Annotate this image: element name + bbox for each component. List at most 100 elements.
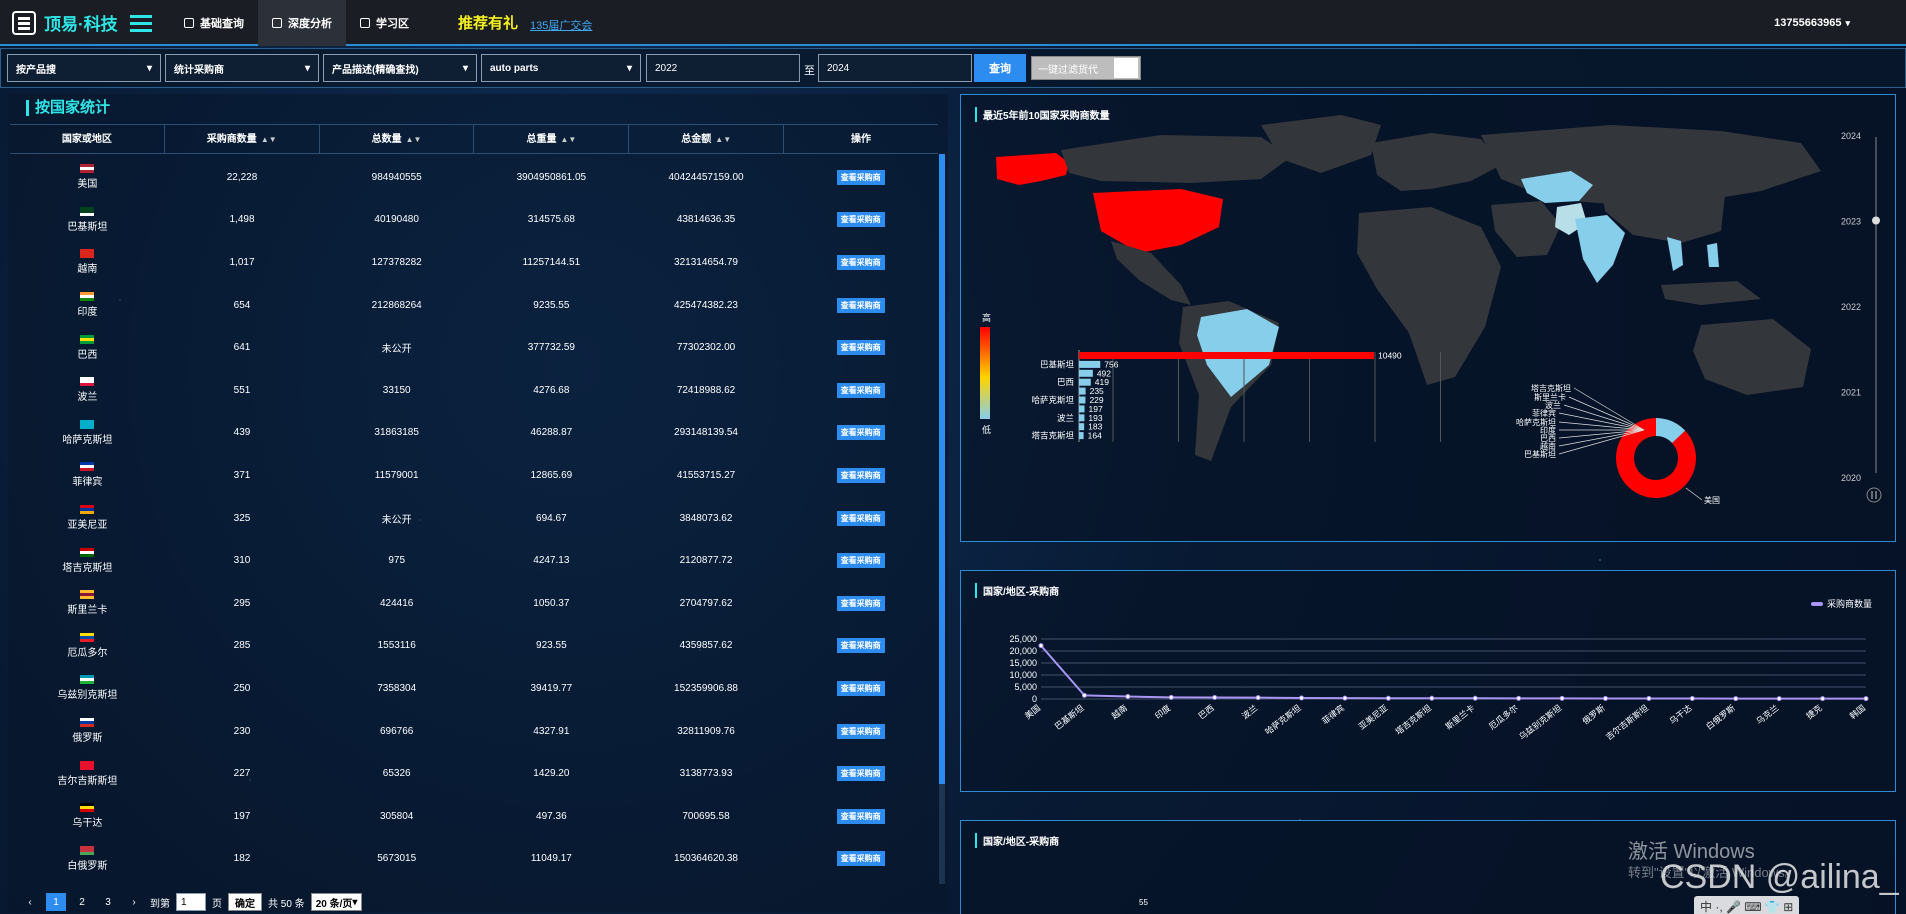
year-from-input[interactable]: 2022 [646,54,800,82]
search-type-select[interactable]: 按产品搜 [7,54,161,82]
bar[interactable] [1079,396,1086,404]
view-buyers-button[interactable]: 查看采购商 [836,680,885,696]
data-point[interactable] [1472,695,1478,701]
world-map[interactable] [996,115,1821,461]
table-row: 厄瓜多尔 285 1553116 923.55 4359857.62 查看采购商 [10,625,938,668]
view-buyers-button[interactable]: 查看采购商 [836,808,885,824]
view-buyers-button[interactable]: 查看采购商 [836,297,885,313]
page-1[interactable]: 1 [46,893,66,911]
data-point[interactable] [1689,696,1695,702]
data-point[interactable] [1081,692,1087,698]
query-button[interactable]: 查询 [974,54,1026,82]
view-buyers-button[interactable]: 查看采购商 [836,254,885,270]
page-2[interactable]: 2 [79,896,85,908]
col-amount[interactable]: 总金额 ▲▼ [629,125,785,153]
bar[interactable] [1079,360,1101,368]
bar[interactable] [1079,405,1085,413]
goto-page-input[interactable]: 1 [176,893,206,911]
sort-icon[interactable]: ▲▼ [405,135,422,144]
data-point[interactable] [1038,643,1044,649]
bar[interactable] [1079,414,1085,422]
view-buyers-button[interactable]: 查看采购商 [836,340,885,356]
scroll-thumb[interactable] [939,154,945,784]
cell-qty: 1553116 [377,640,416,652]
col-buyers[interactable]: 采购商数量 ▲▼ [165,125,320,153]
legend-swatch[interactable] [1811,602,1823,606]
legend-gradient-bar[interactable] [980,327,990,419]
year-to-input[interactable]: 2024 [818,54,972,82]
bar[interactable] [1079,423,1085,431]
view-buyers-button[interactable]: 查看采购商 [836,595,885,611]
data-point[interactable] [1516,695,1522,701]
data-point[interactable] [1820,696,1826,702]
pie-slice-usa[interactable] [1616,418,1696,498]
data-point[interactable] [1385,695,1391,701]
bar[interactable] [1079,387,1086,395]
promo-text[interactable]: 推荐有礼 [458,15,519,32]
timeline-handle[interactable] [1872,216,1880,225]
sort-icon[interactable]: ▲▼ [260,135,277,144]
table-scrollbar[interactable] [939,154,945,884]
data-point[interactable] [1602,695,1608,701]
pause-icon[interactable] [1866,487,1882,503]
nav-deep-analysis[interactable]: 深度分析 [258,0,346,46]
fair-link[interactable]: 135届广交会 [530,20,593,32]
view-buyers-button[interactable]: 查看采购商 [836,467,885,483]
timeline-year[interactable]: 2024 [1841,131,1861,141]
col-qty[interactable]: 总数量 ▲▼ [320,125,475,153]
pie-slice-others[interactable] [1656,418,1686,443]
data-point[interactable] [1125,694,1131,700]
col-weight[interactable]: 总重量 ▲▼ [474,125,630,153]
stat-type-select[interactable]: 统计采购商 [165,54,319,82]
view-buyers-button[interactable]: 查看采购商 [836,638,885,654]
view-buyers-button[interactable]: 查看采购商 [836,382,885,398]
menu-icon[interactable] [129,14,152,32]
data-point[interactable] [1863,696,1869,702]
data-point[interactable] [1255,695,1261,701]
prev-page-icon[interactable]: ‹ [28,896,32,908]
data-point[interactable] [1168,694,1174,700]
next-page-icon[interactable]: › [132,896,136,908]
logo[interactable]: 顶易·科技 [12,10,152,35]
data-point[interactable] [1733,696,1739,702]
user-phone[interactable]: 13755663965 [1774,17,1850,29]
data-point[interactable] [1299,695,1305,701]
view-buyers-button[interactable]: 查看采购商 [836,169,885,185]
timeline-year[interactable]: 2020 [1841,473,1861,483]
toggle-switch[interactable] [1114,58,1138,78]
view-buyers-button[interactable]: 查看采购商 [836,425,885,441]
nav-basic-query[interactable]: 基础查询 [170,0,258,46]
sort-icon[interactable]: ▲▼ [560,135,577,144]
data-point[interactable] [1559,695,1565,701]
timeline-year[interactable]: 2023 [1841,217,1861,227]
page-3[interactable]: 3 [105,896,111,908]
data-point[interactable] [1342,695,1348,701]
confirm-button[interactable]: 确定 [228,893,262,911]
series-line[interactable] [1040,644,1867,700]
filter-forwarder-toggle[interactable]: 一键过滤货代 [1031,56,1141,80]
timeline-year[interactable]: 2022 [1841,302,1861,312]
view-buyers-button[interactable]: 查看采购商 [836,851,885,867]
desc-mode-select[interactable]: 产品描述(精确查找) [323,54,477,82]
keyword-select[interactable]: auto parts [481,54,641,82]
bar[interactable] [1079,432,1084,440]
timeline-year[interactable]: 2021 [1841,388,1861,398]
table-body: 美国 22,228 984940555 3904950861.05 404244… [10,156,938,880]
sort-icon[interactable]: ▲▼ [715,135,732,144]
view-buyers-button[interactable]: 查看采购商 [836,553,885,569]
data-point[interactable] [1212,694,1218,700]
page-size-select[interactable]: 20 条/页 ▾ [310,893,363,911]
view-buyers-button[interactable]: 查看采购商 [836,766,885,782]
view-buyers-button[interactable]: 查看采购商 [836,723,885,739]
data-point[interactable] [1776,696,1782,702]
nav-learning[interactable]: 学习区 [346,0,423,46]
data-point[interactable] [1429,695,1435,701]
data-point[interactable] [1646,695,1652,701]
legend-label[interactable]: 采购商数量 [1827,598,1872,609]
view-buyers-button[interactable]: 查看采购商 [836,212,885,228]
bar[interactable] [1079,352,1374,359]
bar[interactable] [1079,378,1091,386]
view-buyers-button[interactable]: 查看采购商 [836,510,885,526]
bar[interactable] [1079,369,1093,377]
ime-tray[interactable]: 中 ·, 🎤 ⌨ 👕 ⊞ [1694,896,1800,914]
